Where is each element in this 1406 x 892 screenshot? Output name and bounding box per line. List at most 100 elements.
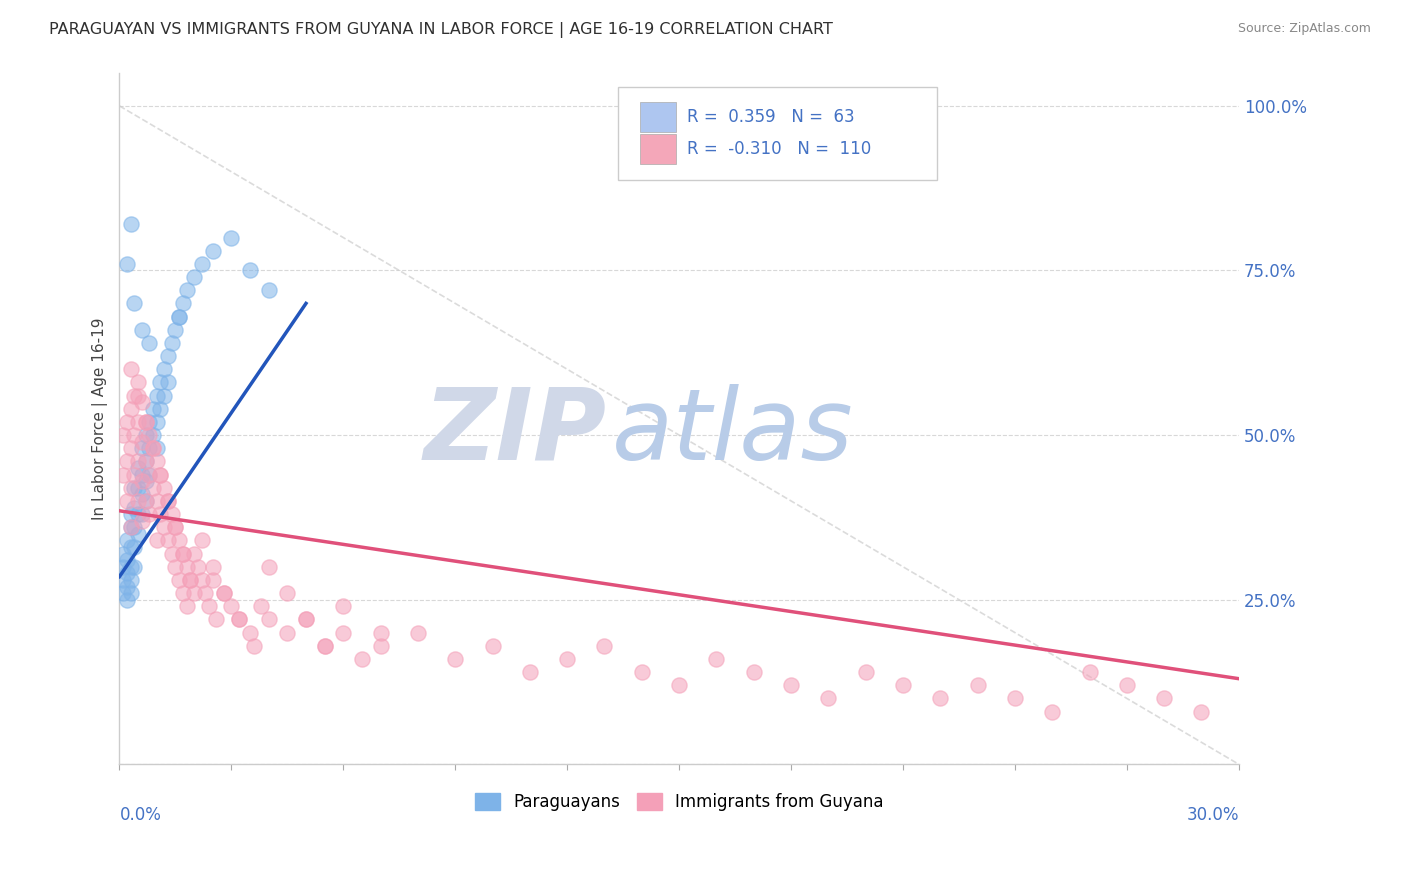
Point xyxy=(145,454,167,468)
Text: ZIP: ZIP xyxy=(423,384,606,481)
Point xyxy=(115,553,138,567)
Point xyxy=(124,559,146,574)
Point xyxy=(1153,691,1175,706)
Point xyxy=(160,547,183,561)
Point xyxy=(160,507,183,521)
Point xyxy=(1004,691,1026,706)
Point xyxy=(314,639,336,653)
Point xyxy=(120,481,142,495)
Point xyxy=(124,388,146,402)
Point xyxy=(112,547,135,561)
Point xyxy=(127,507,149,521)
Point xyxy=(172,296,194,310)
Point xyxy=(112,586,135,600)
Point xyxy=(555,652,578,666)
Point xyxy=(142,401,165,416)
Point xyxy=(187,559,209,574)
Point xyxy=(167,310,190,324)
Point xyxy=(115,566,138,581)
Point xyxy=(120,573,142,587)
Point xyxy=(142,442,165,456)
Point xyxy=(228,612,250,626)
Point xyxy=(131,442,153,456)
Point xyxy=(198,599,221,614)
Point xyxy=(135,494,157,508)
Point xyxy=(176,283,198,297)
Point xyxy=(370,639,392,653)
Point xyxy=(276,625,298,640)
Point xyxy=(138,507,160,521)
Point xyxy=(257,612,280,626)
Point xyxy=(332,599,354,614)
Point xyxy=(221,599,243,614)
Point xyxy=(194,586,217,600)
Point xyxy=(295,612,318,626)
Point xyxy=(120,442,142,456)
Point xyxy=(183,270,205,285)
Point xyxy=(149,467,172,482)
Point xyxy=(966,678,988,692)
Point xyxy=(201,573,224,587)
FancyBboxPatch shape xyxy=(640,102,676,132)
Point xyxy=(131,474,153,488)
Y-axis label: In Labor Force | Age 16-19: In Labor Force | Age 16-19 xyxy=(93,318,108,520)
Point xyxy=(115,257,138,271)
Point xyxy=(332,625,354,640)
Point xyxy=(127,494,149,508)
Point xyxy=(124,467,146,482)
Text: atlas: atlas xyxy=(612,384,853,481)
Point xyxy=(1040,705,1063,719)
Point xyxy=(167,533,190,548)
Point xyxy=(145,415,167,429)
Point xyxy=(149,507,172,521)
Point xyxy=(1078,665,1101,679)
Point xyxy=(127,461,149,475)
Point xyxy=(120,218,142,232)
Point xyxy=(706,652,728,666)
Point xyxy=(127,376,149,390)
Point xyxy=(228,612,250,626)
Point xyxy=(242,639,264,653)
Point xyxy=(131,323,153,337)
Point xyxy=(120,401,142,416)
Point xyxy=(153,481,176,495)
Point xyxy=(135,428,157,442)
FancyBboxPatch shape xyxy=(640,135,676,164)
Text: 0.0%: 0.0% xyxy=(120,805,162,823)
Point xyxy=(138,428,160,442)
Point xyxy=(145,494,167,508)
Point xyxy=(149,376,172,390)
Point xyxy=(179,573,201,587)
Point xyxy=(120,540,142,554)
Point xyxy=(124,500,146,515)
Point xyxy=(250,599,273,614)
Point xyxy=(221,230,243,244)
Point xyxy=(120,520,142,534)
Point xyxy=(127,454,149,468)
Point xyxy=(172,547,194,561)
Point xyxy=(165,520,187,534)
Point xyxy=(142,481,165,495)
Point xyxy=(350,652,373,666)
Point xyxy=(165,559,187,574)
Point xyxy=(156,494,179,508)
Point xyxy=(156,349,179,363)
Point xyxy=(131,395,153,409)
Point xyxy=(257,559,280,574)
Point xyxy=(135,454,157,468)
Point xyxy=(138,442,160,456)
Point xyxy=(183,586,205,600)
Point xyxy=(314,639,336,653)
Point xyxy=(201,244,224,258)
Point xyxy=(167,310,190,324)
Point xyxy=(124,481,146,495)
Point xyxy=(138,467,160,482)
Point xyxy=(135,454,157,468)
Point xyxy=(145,388,167,402)
Point xyxy=(112,559,135,574)
Point xyxy=(124,428,146,442)
Point xyxy=(127,481,149,495)
Text: R =  0.359   N =  63: R = 0.359 N = 63 xyxy=(688,108,855,126)
Point xyxy=(120,520,142,534)
Point xyxy=(630,665,652,679)
